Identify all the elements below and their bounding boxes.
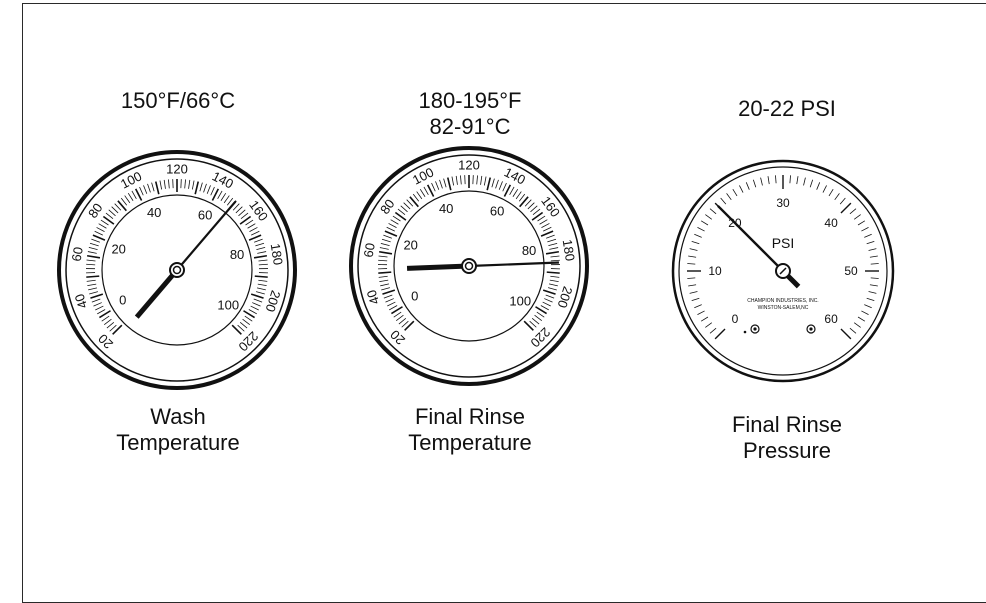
scale-tick — [551, 260, 560, 261]
scale-tick — [547, 272, 560, 273]
celsius-scale-label: 20 — [111, 241, 125, 256]
scale-tick — [378, 260, 387, 261]
rinse-pressure-setting-label: 20-22 PSI — [697, 96, 877, 122]
psi-scale-label: 40 — [824, 216, 838, 230]
celsius-scale-label: 80 — [230, 247, 244, 262]
rinse-temperature-caption: Final Rinse Temperature — [370, 404, 570, 456]
psi-scale-label: 30 — [776, 196, 790, 210]
psi-scale-label: 60 — [824, 312, 838, 326]
zero-stop-pin — [744, 331, 747, 334]
needle-tail — [407, 266, 469, 268]
fahrenheit-scale-label: 60 — [69, 246, 86, 263]
celsius-scale-label: 80 — [522, 243, 536, 258]
celsius-scale-label: 100 — [217, 297, 239, 312]
mounting-screw-center — [753, 327, 756, 330]
celsius-scale-label: 20 — [403, 237, 417, 252]
fahrenheit-scale-label: 60 — [361, 242, 378, 259]
psi-scale-label: 50 — [844, 264, 858, 278]
celsius-scale-label: 60 — [490, 203, 504, 218]
fahrenheit-scale-label: 120 — [166, 162, 188, 177]
scale-tick — [86, 276, 99, 277]
needle-hub — [462, 259, 476, 273]
wash-caption: Wash Temperature — [88, 404, 268, 456]
unit-label: PSI — [772, 235, 795, 251]
celsius-scale-label: 100 — [509, 293, 531, 308]
manufacturer-label: WINSTON-SALEM,NC — [758, 305, 809, 311]
celsius-scale-label: 0 — [119, 292, 126, 307]
celsius-scale-label: 40 — [147, 205, 161, 220]
rinse-temperature-setting-label: 180-195°F 82-91°C — [380, 88, 560, 140]
rinse-pressure-caption: Final Rinse Pressure — [697, 412, 877, 464]
scale-tick — [255, 276, 268, 277]
scale-tick — [259, 264, 268, 265]
scale-tick — [86, 264, 95, 265]
celsius-scale-label: 0 — [411, 288, 418, 303]
fahrenheit-scale-label: 120 — [458, 158, 480, 173]
rinse-pressure-gauge: 0102030405060PSICHAMPION INDUSTRIES, INC… — [668, 156, 898, 386]
psi-scale-label: 10 — [708, 264, 722, 278]
celsius-scale-label: 40 — [439, 201, 453, 216]
celsius-scale-label: 60 — [198, 207, 212, 222]
mounting-screw-center — [809, 327, 812, 330]
needle-hub — [170, 263, 184, 277]
wash-setting-label: 150°F/66°C — [88, 88, 268, 114]
psi-scale-label: 0 — [732, 312, 739, 326]
scale-tick — [378, 272, 391, 273]
manufacturer-label: CHAMPION INDUSTRIES, INC. — [747, 298, 818, 304]
